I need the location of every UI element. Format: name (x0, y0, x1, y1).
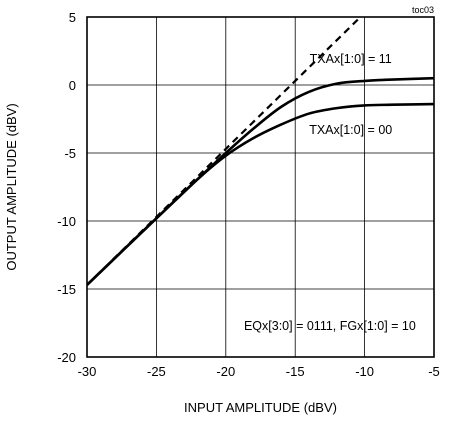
series-group (87, 17, 434, 286)
y-tick-label: -10 (57, 214, 76, 229)
grid (87, 17, 434, 357)
tick-labels: -30 -25 -20 -15 -10 -5 -20 -15 -10 -5 0 5 (57, 10, 440, 379)
annotation-eqfg: EQx[3:0] = 0111, FGx[1:0] = 10 (244, 319, 416, 333)
series-line-2 (87, 76, 434, 286)
y-tick-label: 5 (69, 10, 76, 25)
x-axis-title: INPUT AMPLITUDE (dBV) (184, 400, 337, 415)
x-tick-label: -20 (216, 364, 235, 379)
y-tick-label: -15 (57, 282, 76, 297)
x-tick-label: -10 (355, 364, 374, 379)
annotation-txa00: TXAx[1:0] = 00 (309, 123, 392, 137)
x-tick-label: -5 (428, 364, 440, 379)
annotation-txa11: TXAx[1:0] = 11 (310, 52, 392, 66)
plot-frame (86, 16, 435, 358)
y-axis-title: OUTPUT AMPLITUDE (dBV) (4, 103, 19, 270)
x-tick-label: -15 (286, 364, 305, 379)
series-line-3 (87, 102, 434, 286)
y-tick-label: -5 (64, 146, 76, 161)
annotations: TXAx[1:0] = 11 TXAx[1:0] = 00 EQx[3:0] = 0… (244, 52, 416, 333)
figure-tag: toc03 (412, 5, 434, 15)
series-line-1 (87, 17, 363, 286)
x-tick-label: -30 (78, 364, 97, 379)
y-tick-label: 0 (69, 78, 76, 93)
y-tick-label: -20 (57, 350, 76, 365)
x-tick-label: -25 (147, 364, 166, 379)
